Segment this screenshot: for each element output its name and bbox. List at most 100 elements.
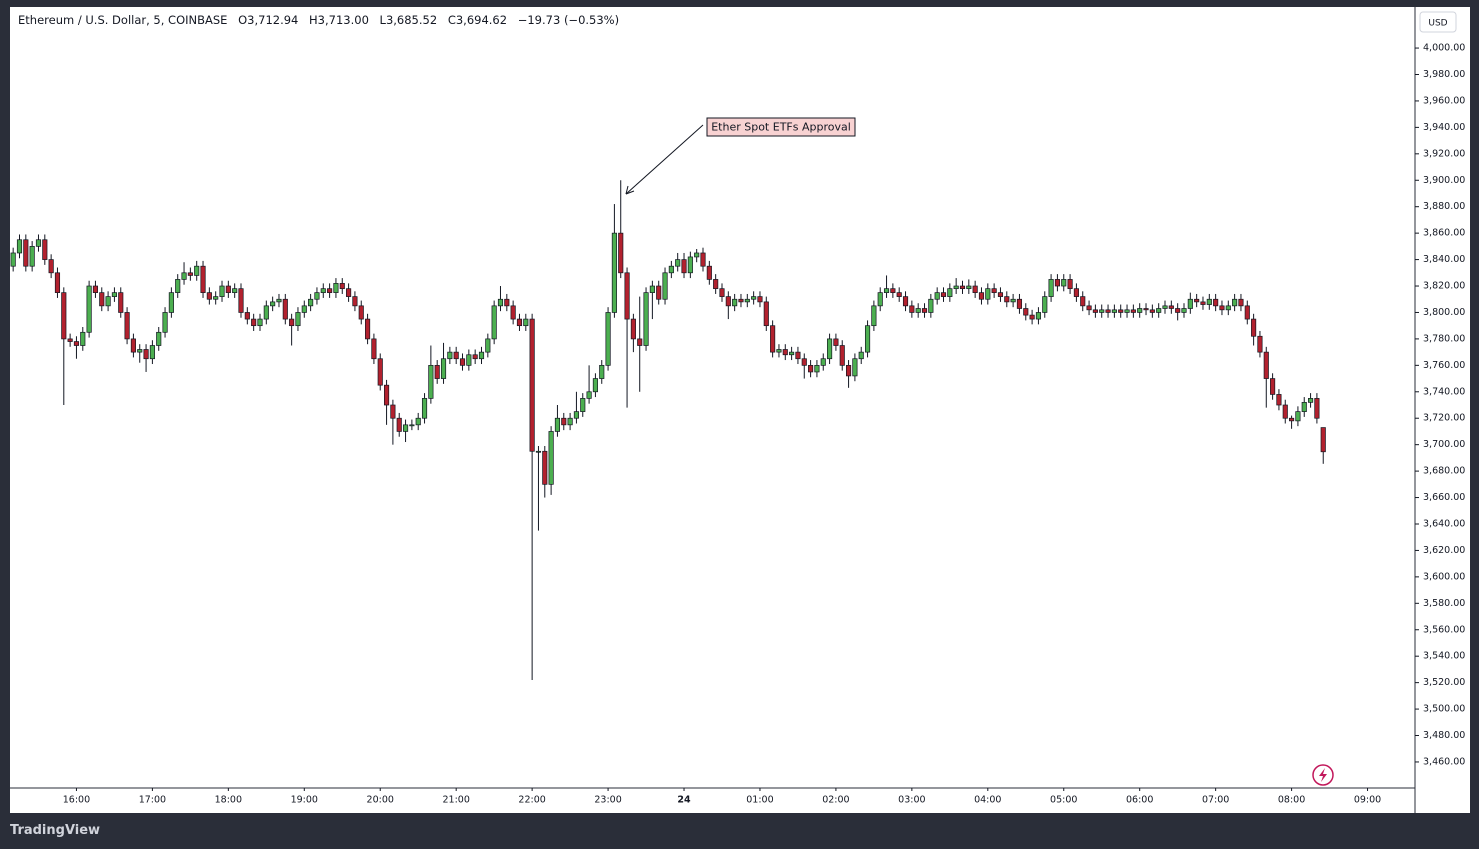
candle-body	[466, 354, 472, 366]
candle-body	[263, 305, 269, 320]
candle-body	[1029, 314, 1035, 320]
candle-body	[358, 305, 364, 320]
candle-body	[580, 398, 586, 412]
candle-body	[732, 298, 738, 307]
x-tick-label: 01:00	[746, 795, 773, 806]
candle-body	[921, 308, 928, 313]
candle-body	[776, 349, 782, 353]
candle-body	[858, 351, 864, 360]
candle-body	[10, 252, 16, 267]
candle-body	[542, 450, 548, 485]
symbol-header: Ethereum / U.S. Dollar, 5, COINBASE O3,7…	[18, 13, 626, 27]
candle-body	[92, 285, 99, 293]
candle-body	[244, 312, 250, 320]
candle-body	[16, 239, 23, 254]
candle-body	[972, 285, 978, 293]
candle-body	[1308, 398, 1314, 403]
annotation-arrow	[625, 124, 704, 195]
x-tick-label: 08:00	[1278, 795, 1305, 806]
candle-body	[365, 318, 371, 340]
candle-body	[1054, 279, 1060, 287]
candle-body	[516, 318, 523, 327]
candle-body	[618, 232, 624, 274]
candle-body	[111, 292, 117, 297]
candle-body	[820, 358, 826, 366]
candle-body	[453, 351, 459, 360]
candle-body	[624, 272, 630, 320]
annotation-text: Ether Spot ETFs Approval	[711, 121, 851, 134]
y-tick-label: 3,560.00	[1423, 624, 1465, 635]
candle-body	[390, 404, 396, 419]
candle-body	[1251, 318, 1257, 337]
candle-body	[42, 239, 48, 260]
candle-body	[149, 345, 155, 360]
candle-body	[1244, 305, 1250, 320]
candle-body	[738, 298, 744, 303]
candle-body	[1149, 309, 1155, 313]
candle-body	[434, 364, 440, 379]
candle-body	[1118, 309, 1124, 313]
candle-body	[871, 305, 877, 327]
y-tick-label: 3,520.00	[1423, 677, 1465, 688]
candle-body	[1042, 296, 1048, 313]
candle-body	[440, 358, 447, 379]
candle-body	[681, 259, 687, 274]
candle-body	[997, 292, 1004, 297]
candle-body	[573, 411, 579, 419]
candle-body	[1289, 417, 1295, 422]
candle-body	[251, 318, 257, 327]
candle-body	[535, 450, 542, 453]
candle-body	[384, 384, 390, 406]
candle-body	[73, 341, 80, 346]
candle-body	[409, 424, 415, 427]
candle-body	[1295, 411, 1301, 422]
candle-body	[181, 272, 187, 280]
candle-body	[877, 292, 883, 307]
currency-label[interactable]: USD	[1428, 19, 1447, 29]
candle-body	[86, 285, 92, 333]
candle-body	[966, 285, 972, 290]
candle-body	[478, 351, 485, 360]
candle-body	[782, 349, 788, 356]
y-tick-label: 3,700.00	[1423, 439, 1465, 450]
candle-body	[447, 351, 453, 360]
y-tick-label: 3,660.00	[1423, 492, 1465, 503]
candle-body	[890, 288, 896, 293]
candle-body	[99, 292, 105, 307]
candle-body	[928, 298, 934, 313]
candle-body	[168, 292, 174, 313]
candle-body	[1156, 308, 1162, 313]
x-tick-label: 18:00	[215, 795, 242, 806]
candle-body	[953, 285, 959, 290]
candle-body	[630, 318, 636, 340]
candle-body	[504, 298, 510, 307]
candle-body	[934, 292, 940, 300]
annotation-arrowhead	[625, 185, 635, 195]
candle-body	[428, 364, 434, 399]
y-tick-label: 3,760.00	[1423, 360, 1465, 371]
candle-body	[744, 298, 750, 303]
candle-body	[352, 296, 358, 307]
candle-body	[1137, 308, 1143, 313]
x-tick-label: 21:00	[442, 795, 469, 806]
candle-body	[1162, 305, 1168, 309]
y-tick-label: 3,460.00	[1423, 756, 1465, 767]
candle-body	[377, 358, 383, 386]
candle-body	[694, 252, 700, 258]
candle-body	[35, 239, 42, 247]
candle-body	[333, 283, 339, 293]
candle-body	[599, 364, 605, 379]
candle-body	[213, 296, 219, 300]
currency-button[interactable]	[1419, 11, 1457, 33]
y-tick-label: 3,720.00	[1423, 413, 1465, 424]
candle-body	[852, 358, 858, 377]
candle-body	[611, 232, 617, 313]
candle-body	[1194, 298, 1200, 303]
brand-logo[interactable]: TradingView	[10, 823, 101, 838]
candle-body	[757, 296, 763, 303]
candle-body	[561, 417, 567, 426]
candle-body	[991, 288, 997, 293]
y-tick-label: 4,000.00	[1423, 43, 1465, 54]
alert-icon-bolt[interactable]	[1319, 768, 1327, 782]
ohlc-change: −19.73 (−0.53%)	[517, 13, 620, 27]
